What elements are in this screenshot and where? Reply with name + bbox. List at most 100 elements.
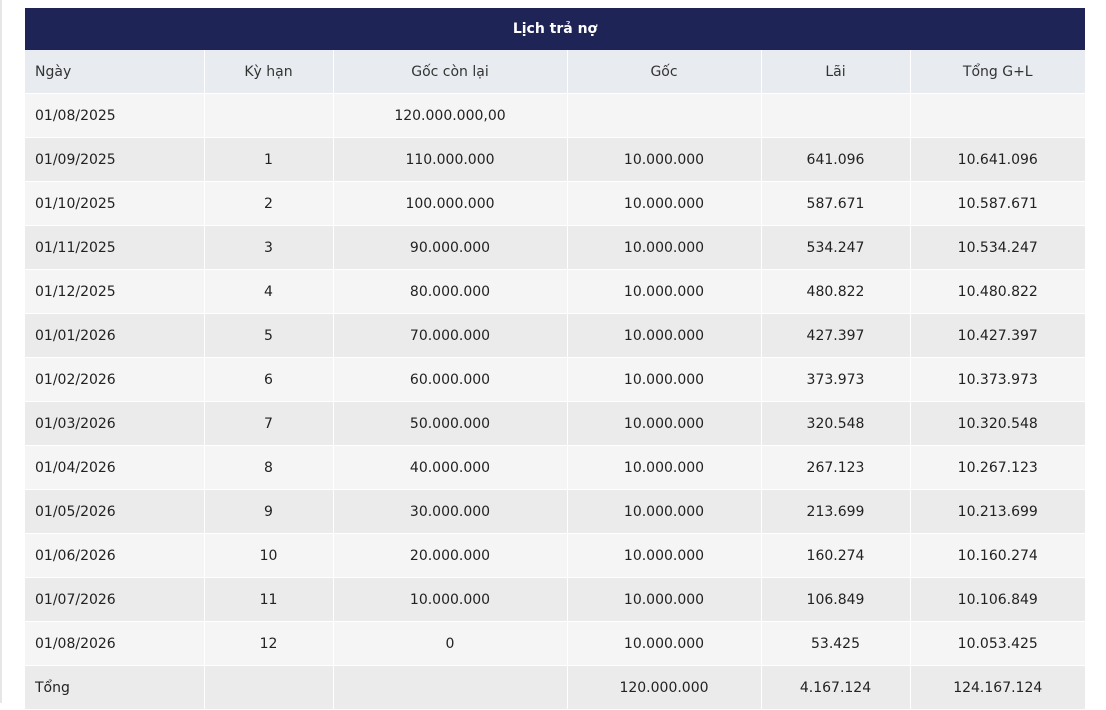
term-cell: 6 [204,357,334,402]
remaining-principal-cell: 10.000.000 [333,577,568,622]
table-body: 01/08/2025 120.000.000,00 01/09/2025 1 110.0… [25,93,1085,666]
remaining-principal-cell: 110.000.000 [333,137,568,182]
date-cell: 01/03/2026 [25,401,205,446]
term-cell: 11 [204,577,334,622]
column-header-total: Tổng G+L [910,50,1085,94]
total-cell: 10.267.123 [910,445,1085,490]
interest-cell: 480.822 [761,269,911,314]
table-row: 01/07/2026 11 10.000.000 10.000.000 106.849 1… [25,577,1085,622]
date-cell: 01/08/2025 [25,93,205,138]
date-cell: 01/02/2026 [25,357,205,402]
term-cell: 5 [204,313,334,358]
interest-cell [761,93,911,138]
term-cell: 7 [204,401,334,446]
term-cell: 3 [204,225,334,270]
term-cell: 12 [204,621,334,666]
interest-cell: 53.425 [761,621,911,666]
page-edge [0,0,2,703]
column-header-remaining-principal: Gốc còn lại [333,50,568,94]
date-cell: 01/06/2026 [25,533,205,578]
total-cell: 10.106.849 [910,577,1085,622]
table-row: 01/08/2025 120.000.000,00 [25,93,1085,138]
term-cell: 1 [204,137,334,182]
principal-cell: 10.000.000 [567,181,762,226]
remaining-principal-cell: 60.000.000 [333,357,568,402]
total-cell: 10.213.699 [910,489,1085,534]
date-cell: 01/12/2025 [25,269,205,314]
table-row: 01/09/2025 1 110.000.000 10.000.000 641.096 1… [25,137,1085,182]
repayment-table: Lịch trả nợ Ngày Kỳ hạn Gốc còn lại Gốc … [25,8,1085,710]
remaining-principal-cell: 80.000.000 [333,269,568,314]
interest-cell: 373.973 [761,357,911,402]
term-cell: 4 [204,269,334,314]
term-cell: 9 [204,489,334,534]
date-cell: 01/04/2026 [25,445,205,490]
remaining-principal-cell: 120.000.000,00 [333,93,568,138]
table-title: Lịch trả nợ [25,8,1085,50]
principal-cell: 10.000.000 [567,445,762,490]
interest-cell: 641.096 [761,137,911,182]
total-cell: 10.320.548 [910,401,1085,446]
total-cell: 10.534.247 [910,225,1085,270]
date-cell: 01/08/2026 [25,621,205,666]
term-cell: 2 [204,181,334,226]
interest-cell: 427.397 [761,313,911,358]
interest-cell: 160.274 [761,533,911,578]
interest-cell: 106.849 [761,577,911,622]
column-header-principal: Gốc [567,50,762,94]
interest-cell: 534.247 [761,225,911,270]
interest-cell: 320.548 [761,401,911,446]
header-row: Ngày Kỳ hạn Gốc còn lại Gốc Lãi Tổng G+L [25,50,1085,94]
principal-cell: 10.000.000 [567,357,762,402]
remaining-principal-cell: 20.000.000 [333,533,568,578]
table-row: 01/11/2025 3 90.000.000 10.000.000 534.247 10… [25,225,1085,270]
table-row: 01/08/2026 12 0 10.000.000 53.425 10.053.425 [25,621,1085,666]
date-cell: 01/05/2026 [25,489,205,534]
table-row: 01/10/2025 2 100.000.000 10.000.000 587.671 1… [25,181,1085,226]
principal-cell: 10.000.000 [567,225,762,270]
principal-cell: 10.000.000 [567,621,762,666]
interest-cell: 213.699 [761,489,911,534]
term-cell: 10 [204,533,334,578]
total-cell: 10.641.096 [910,137,1085,182]
total-cell: 10.053.425 [910,621,1085,666]
table-row: 01/03/2026 7 50.000.000 10.000.000 320.548 10… [25,401,1085,446]
table-row: 01/12/2025 4 80.000.000 10.000.000 480.822 10… [25,269,1085,314]
remaining-principal-cell: 40.000.000 [333,445,568,490]
date-cell: 01/01/2026 [25,313,205,358]
total-cell: 10.480.822 [910,269,1085,314]
remaining-principal-cell: 30.000.000 [333,489,568,534]
date-cell: 01/07/2026 [25,577,205,622]
total-cell: 10.373.973 [910,357,1085,402]
remaining-principal-cell: 70.000.000 [333,313,568,358]
interest-cell: 267.123 [761,445,911,490]
table-row: 01/02/2026 6 60.000.000 10.000.000 373.973 10… [25,357,1085,402]
term-cell [204,93,334,138]
principal-cell: 10.000.000 [567,269,762,314]
principal-cell: 10.000.000 [567,489,762,534]
term-cell: 8 [204,445,334,490]
date-cell: 01/10/2025 [25,181,205,226]
principal-cell: 10.000.000 [567,401,762,446]
table-row: 01/06/2026 10 20.000.000 10.000.000 160.274 1… [25,533,1085,578]
date-cell: 01/11/2025 [25,225,205,270]
table-row: 01/04/2026 8 40.000.000 10.000.000 267.123 10… [25,445,1085,490]
total-cell [910,93,1085,138]
total-cell: 10.427.397 [910,313,1085,358]
total-cell: 10.160.274 [910,533,1085,578]
principal-cell: 10.000.000 [567,137,762,182]
column-header-interest: Lãi [761,50,911,94]
total-cell: 10.587.671 [910,181,1085,226]
principal-cell: 10.000.000 [567,533,762,578]
principal-cell: 10.000.000 [567,313,762,358]
date-cell: 01/09/2025 [25,137,205,182]
interest-cell: 587.671 [761,181,911,226]
remaining-principal-cell: 100.000.000 [333,181,568,226]
remaining-principal-cell: 50.000.000 [333,401,568,446]
repayment-schedule: Lịch trả nợ Ngày Kỳ hạn Gốc còn lại Gốc … [25,8,1085,710]
table-row: 01/01/2026 5 70.000.000 10.000.000 427.397 10… [25,313,1085,358]
remaining-principal-cell: 90.000.000 [333,225,568,270]
table-row: 01/05/2026 9 30.000.000 10.000.000 213.699 10… [25,489,1085,534]
principal-cell: 10.000.000 [567,577,762,622]
remaining-principal-cell: 0 [333,621,568,666]
